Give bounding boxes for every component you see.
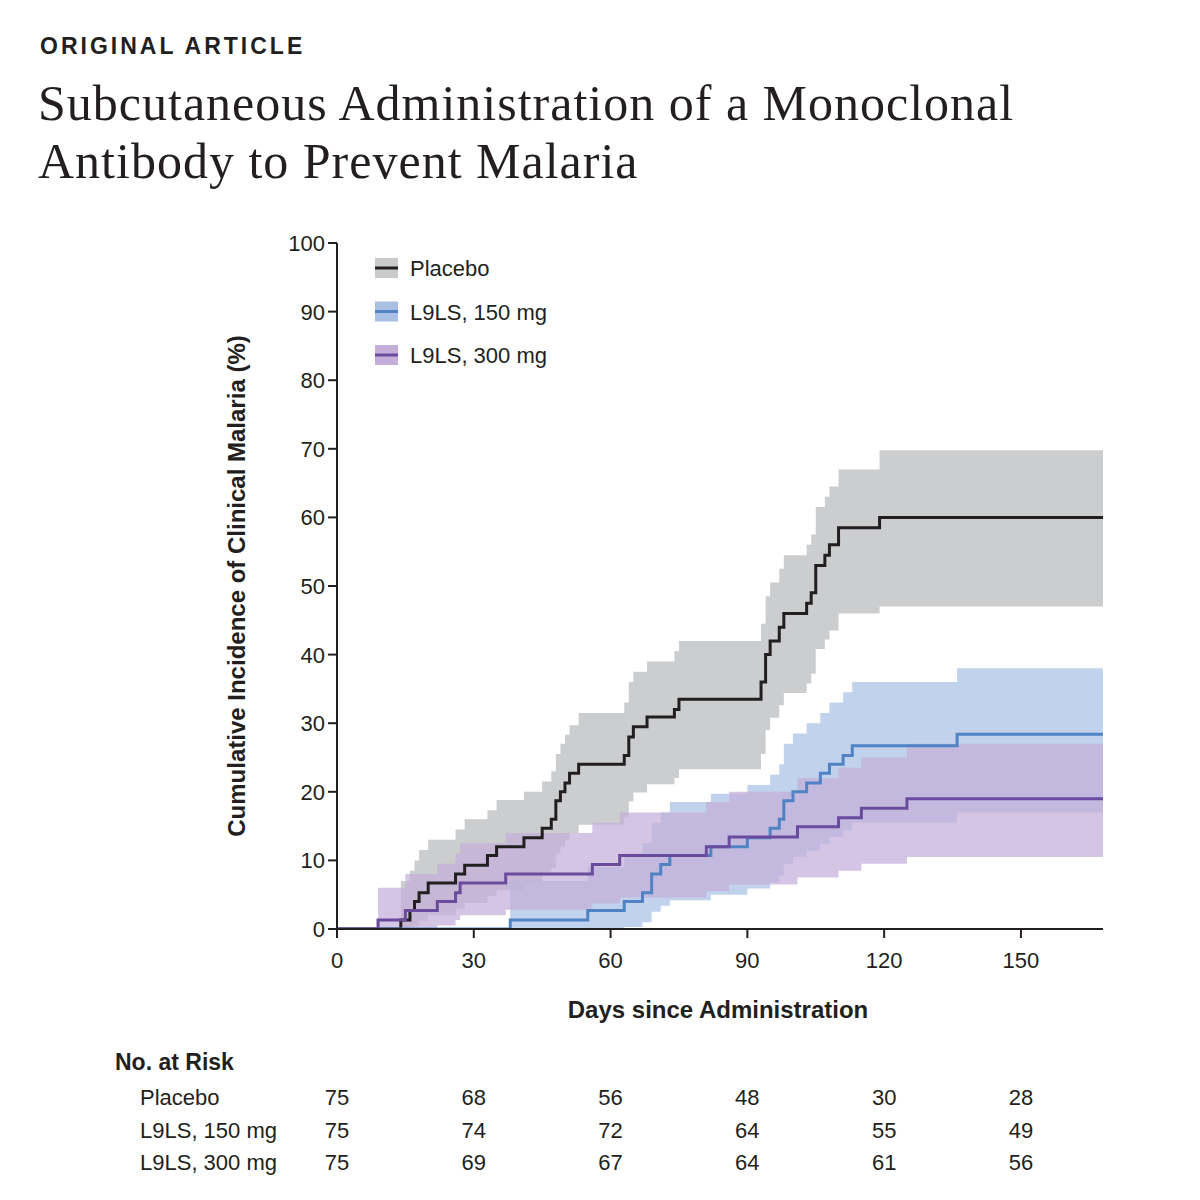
legend-line bbox=[375, 267, 398, 270]
at-risk-row-label: L9LS, 150 mg bbox=[140, 1118, 277, 1143]
y-tick bbox=[328, 311, 337, 313]
y-tick-label: 0 bbox=[313, 917, 325, 942]
plot-area bbox=[337, 450, 1103, 929]
x-tick-label: 60 bbox=[598, 948, 622, 973]
y-tick bbox=[328, 722, 337, 724]
y-tick-label: 10 bbox=[301, 848, 325, 873]
at-risk-value: 55 bbox=[872, 1118, 896, 1143]
x-axis bbox=[337, 928, 1103, 930]
y-tick bbox=[328, 516, 337, 518]
confidence-band bbox=[337, 668, 1103, 929]
at-risk-value: 56 bbox=[598, 1085, 622, 1110]
at-risk-value: 64 bbox=[735, 1150, 759, 1175]
at-risk-value: 49 bbox=[1009, 1118, 1033, 1143]
title: Subcutaneous Administration of a Monoclo… bbox=[38, 75, 1014, 131]
y-tick bbox=[328, 791, 337, 793]
at-risk-value: 72 bbox=[598, 1118, 622, 1143]
y-tick-label: 30 bbox=[301, 711, 325, 736]
at-risk-value: 61 bbox=[872, 1150, 896, 1175]
at-risk-row-label: L9LS, 300 mg bbox=[140, 1150, 277, 1175]
km-line bbox=[337, 799, 1103, 929]
y-tick-label: 90 bbox=[301, 300, 325, 325]
x-tick bbox=[1020, 929, 1022, 938]
at-risk-value: 69 bbox=[462, 1150, 486, 1175]
y-tick-label: 60 bbox=[301, 505, 325, 530]
at-risk-value: 75 bbox=[325, 1150, 349, 1175]
at-risk-value: 48 bbox=[735, 1085, 759, 1110]
at-risk-title: No. at Risk bbox=[115, 1049, 234, 1075]
x-tick bbox=[883, 929, 885, 938]
y-tick-label: 70 bbox=[301, 437, 325, 462]
y-tick-label: 100 bbox=[288, 231, 325, 256]
chart: ORIGINAL ARTICLE Subcutaneous Administrat… bbox=[0, 0, 1200, 1200]
y-tick bbox=[328, 585, 337, 587]
x-tick bbox=[610, 929, 612, 938]
x-axis-label: Days since Administration bbox=[568, 996, 869, 1023]
legend-swatch bbox=[375, 258, 398, 278]
x-tick bbox=[336, 929, 338, 938]
legend-swatch bbox=[375, 302, 398, 322]
x-tick-label: 0 bbox=[331, 948, 343, 973]
y-tick bbox=[328, 928, 337, 930]
y-tick-label: 80 bbox=[301, 368, 325, 393]
at-risk-value: 75 bbox=[325, 1118, 349, 1143]
y-tick-label: 40 bbox=[301, 643, 325, 668]
y-tick bbox=[328, 242, 337, 244]
x-tick-label: 90 bbox=[735, 948, 759, 973]
x-tick bbox=[473, 929, 475, 938]
y-axis-label: Cumulative Incidence of Clinical Malaria… bbox=[223, 335, 250, 836]
x-tick-label: 150 bbox=[1003, 948, 1040, 973]
legend-swatch bbox=[375, 345, 398, 365]
legend-label: L9LS, 150 mg bbox=[410, 300, 547, 325]
at-risk-value: 56 bbox=[1009, 1150, 1033, 1175]
header: ORIGINAL ARTICLE bbox=[40, 33, 305, 59]
title: Antibody to Prevent Malaria bbox=[38, 133, 639, 189]
km-line bbox=[337, 517, 1103, 929]
y-tick-label: 20 bbox=[301, 780, 325, 805]
at-risk-value: 67 bbox=[598, 1150, 622, 1175]
at-risk-row-label: Placebo bbox=[140, 1085, 220, 1110]
at-risk-value: 68 bbox=[462, 1085, 486, 1110]
at-risk-value: 64 bbox=[735, 1118, 759, 1143]
x-tick bbox=[746, 929, 748, 938]
x-tick-label: 30 bbox=[462, 948, 486, 973]
y-tick bbox=[328, 448, 337, 450]
x-tick-label: 120 bbox=[866, 948, 903, 973]
y-tick bbox=[328, 654, 337, 656]
legend-label: Placebo bbox=[410, 256, 490, 281]
confidence-band bbox=[337, 744, 1103, 929]
at-risk-value: 30 bbox=[872, 1085, 896, 1110]
y-tick-label: 50 bbox=[301, 574, 325, 599]
legend-line bbox=[375, 310, 398, 313]
at-risk-value: 74 bbox=[462, 1118, 486, 1143]
legend-label: L9LS, 300 mg bbox=[410, 343, 547, 368]
y-tick bbox=[328, 379, 337, 381]
confidence-band bbox=[337, 450, 1103, 929]
at-risk-value: 75 bbox=[325, 1085, 349, 1110]
y-tick bbox=[328, 859, 337, 861]
km-line bbox=[337, 734, 1103, 929]
legend-line bbox=[375, 354, 398, 357]
at-risk-value: 28 bbox=[1009, 1085, 1033, 1110]
